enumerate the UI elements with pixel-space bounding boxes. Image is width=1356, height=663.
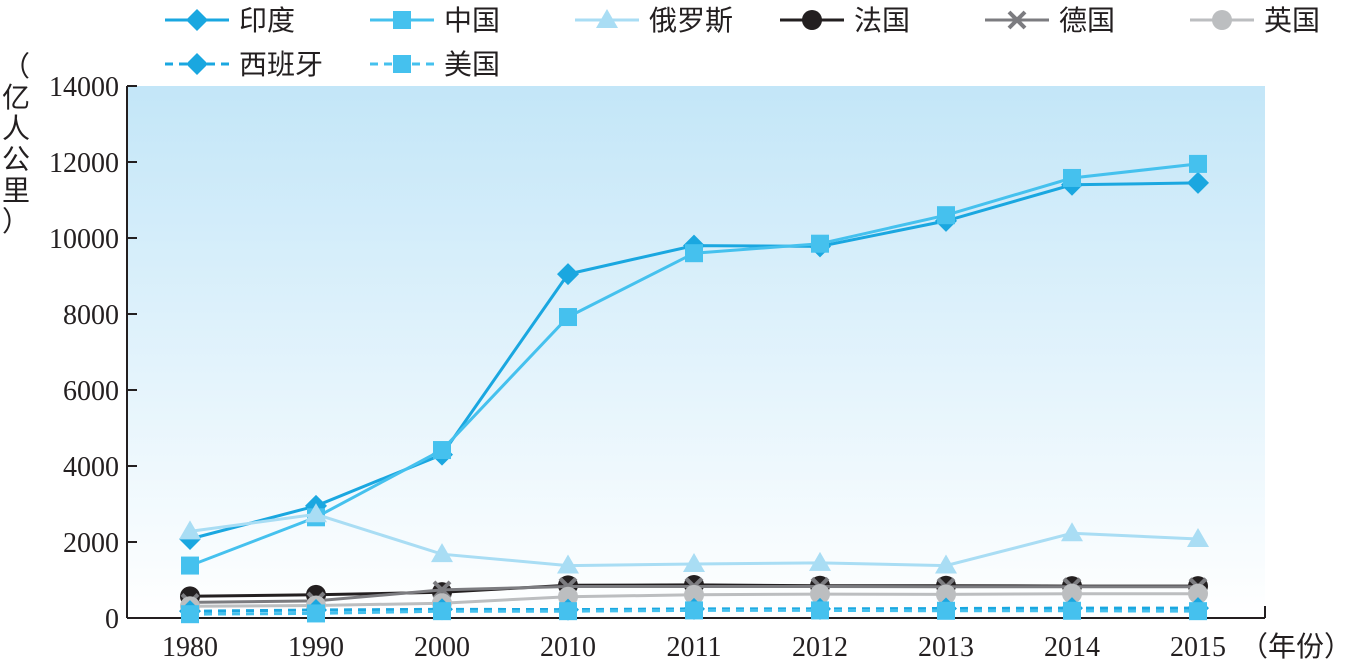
series-俄罗斯 <box>179 503 1209 574</box>
y-axis-title: （亿人公里） <box>2 50 30 238</box>
data-point <box>1187 527 1209 547</box>
legend-label: 印度 <box>239 4 295 37</box>
data-point <box>685 601 703 620</box>
y-tick-label: 4000 <box>63 452 119 483</box>
legend-swatch-marker <box>186 9 208 31</box>
x-tick-label: 2011 <box>667 632 722 663</box>
x-tick-label: 2013 <box>918 632 974 663</box>
data-point <box>558 586 578 607</box>
x-tick-label: 2015 <box>1170 632 1226 663</box>
data-point <box>557 554 579 574</box>
data-point <box>307 604 325 623</box>
legend-item: 法国 <box>780 4 910 37</box>
x-axis-title: （年份） <box>1240 630 1352 663</box>
data-point <box>1063 601 1081 620</box>
data-point <box>684 584 704 605</box>
data-point <box>1189 602 1207 621</box>
legend-swatch-marker <box>802 10 822 30</box>
legend-label: 美国 <box>444 48 500 81</box>
y-tick-label: 2000 <box>63 528 119 559</box>
data-point <box>557 263 579 286</box>
data-point <box>1189 154 1207 173</box>
data-point <box>1061 522 1083 542</box>
data-point <box>811 234 829 253</box>
data-point <box>1063 168 1081 187</box>
y-tick-label: 12000 <box>49 148 119 179</box>
data-point <box>1062 583 1082 604</box>
data-point <box>1188 583 1208 604</box>
legend-label: 英国 <box>1264 4 1320 37</box>
y-tick-label: 10000 <box>49 224 119 255</box>
x-tick-label: 2012 <box>792 632 848 663</box>
data-point <box>559 602 577 621</box>
data-point <box>433 602 451 621</box>
x-tick-label: 1990 <box>288 632 344 663</box>
data-point <box>809 551 831 571</box>
data-point <box>433 441 451 460</box>
legend-label: 俄罗斯 <box>649 4 733 37</box>
y-tick-label: 0 <box>105 604 119 635</box>
legend-item: 印度 <box>165 4 295 37</box>
series-美国 <box>181 601 1207 624</box>
legend-item: 中国 <box>370 4 500 37</box>
legend-swatch-marker <box>393 55 411 73</box>
x-tick-label: 2010 <box>540 632 596 663</box>
x-tick-label: 2000 <box>414 632 470 663</box>
legend-item: 德国 <box>985 4 1115 37</box>
x-tick-label: 1980 <box>162 632 218 663</box>
y-tick-label: 6000 <box>63 376 119 407</box>
data-point <box>935 554 957 574</box>
legend-swatch-marker <box>596 9 618 28</box>
data-point <box>181 556 199 575</box>
x-tick-label: 2014 <box>1044 632 1100 663</box>
y-tick-label: 8000 <box>63 300 119 331</box>
plot-background <box>127 86 1265 618</box>
legend-swatch-marker <box>1212 10 1232 30</box>
legend-swatch-marker <box>393 11 411 29</box>
legend-label: 西班牙 <box>239 48 323 81</box>
data-point <box>179 520 201 540</box>
data-point <box>685 244 703 263</box>
data-point <box>936 584 956 605</box>
data-point <box>810 584 830 605</box>
legend-label: 中国 <box>444 4 500 37</box>
legend-label: 德国 <box>1059 4 1115 37</box>
data-point <box>937 601 955 620</box>
legend-swatch-marker <box>186 53 208 75</box>
data-point <box>1187 171 1209 194</box>
data-point <box>431 543 453 563</box>
legend-item: 美国 <box>370 48 500 81</box>
data-point <box>937 206 955 225</box>
series-layer <box>179 154 1209 624</box>
data-point <box>559 308 577 327</box>
data-point <box>181 605 199 624</box>
legend-label: 法国 <box>854 4 910 37</box>
y-tick-label: 14000 <box>49 72 119 103</box>
data-point <box>305 503 327 523</box>
legend-item: 英国 <box>1190 4 1320 37</box>
data-point <box>683 553 705 573</box>
legend-item: 西班牙 <box>165 48 323 81</box>
data-point <box>811 601 829 620</box>
legend-item: 俄罗斯 <box>575 4 733 37</box>
legend-swatch-marker <box>1007 10 1027 30</box>
